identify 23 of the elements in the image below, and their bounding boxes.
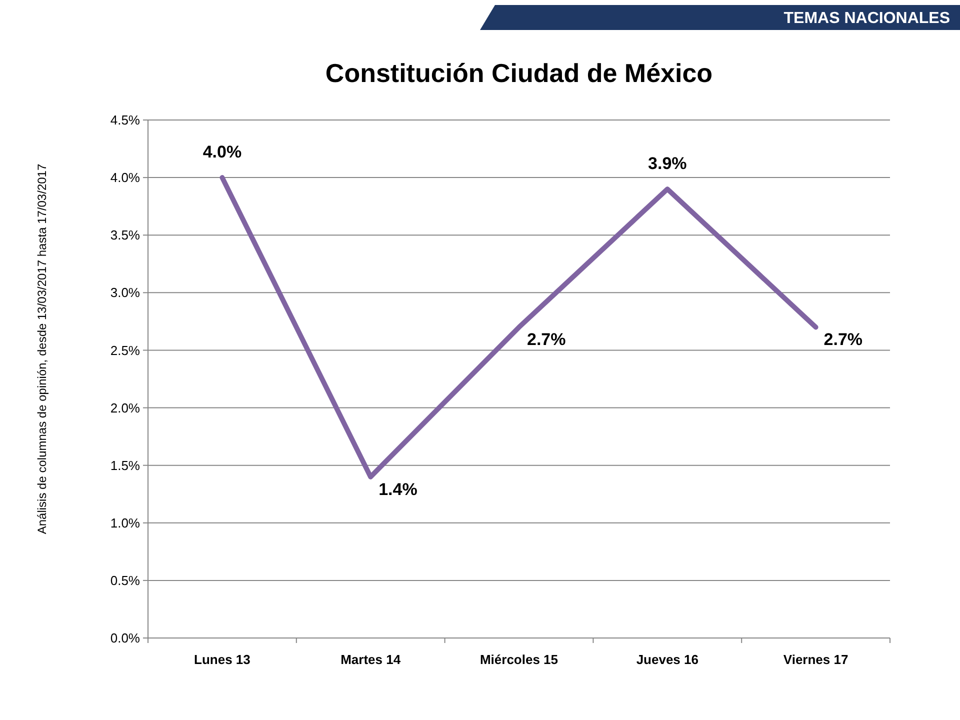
y-tick-label: 0.0% (110, 630, 140, 646)
chart-title: Constitución Ciudad de México (325, 58, 713, 88)
x-tick-label: Martes 14 (340, 652, 402, 667)
y-tick-label: 4.5% (110, 112, 140, 128)
x-tick-label: Viernes 17 (783, 652, 848, 667)
data-label: 3.9% (648, 154, 687, 174)
y-tick-label: 4.0% (110, 170, 140, 186)
data-label: 1.4% (378, 480, 418, 499)
text: Análisis de columnas de opinión, desde 13/03/2017 hasta 17/03/2017 (35, 164, 49, 534)
y-tick-label: 1.0% (110, 515, 140, 530)
y-tick-label: 2.5% (110, 342, 140, 358)
data-label: 2.7% (527, 330, 566, 350)
y-tick-label: 1.5% (110, 458, 140, 473)
y-tick-label: 0.5% (110, 572, 140, 588)
data-label: 4.0% (202, 142, 242, 162)
y-tick-label: 3.5% (110, 228, 140, 243)
text: TEMAS NACIONALES (784, 10, 950, 27)
x-tick-label: Miércoles 15 (480, 652, 558, 667)
y-tick-label: 3.0% (110, 285, 140, 300)
y-tick-label: 2.0% (110, 400, 140, 416)
data-label: 2.7% (824, 330, 863, 350)
x-tick-label: Jueves 16 (636, 652, 698, 667)
x-tick-label: Lunes 13 (194, 652, 250, 667)
